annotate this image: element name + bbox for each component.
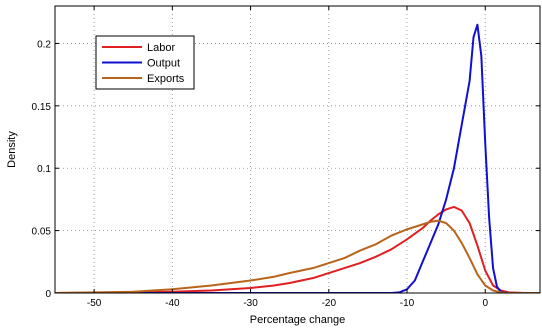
y-tick-label: 0.05 [32, 227, 52, 238]
series-line-exports [55, 219, 540, 293]
series-line-labor [55, 205, 540, 293]
legend-label-labor: Labor [147, 42, 175, 54]
series-line-output [55, 23, 540, 293]
legend-label-output: Output [147, 58, 180, 70]
legend-label-exports: Exports [147, 73, 185, 85]
axis-ticks: -50 -40 -30 -20 -10 0 0 0.05 0.1 0.15 0.2 [32, 6, 540, 309]
x-tick-label: -20 [322, 298, 337, 309]
series-layer [55, 23, 540, 293]
x-tick-label: -40 [165, 298, 180, 309]
y-tick-label: 0.15 [32, 102, 52, 113]
y-tick-label: 0 [45, 289, 51, 300]
plot-frame [54, 5, 541, 294]
y-axis-label: Density [6, 131, 18, 168]
y-tick-label: 0.1 [37, 164, 51, 175]
x-tick-label: -50 [87, 298, 102, 309]
x-tick-label: 0 [482, 298, 488, 309]
legend: Labor Output Exports [95, 35, 195, 90]
x-tick-label: -10 [400, 298, 415, 309]
y-tick-label: 0.2 [37, 39, 51, 50]
x-tick-label: -30 [243, 298, 258, 309]
x-axis-label: Percentage change [250, 314, 345, 326]
